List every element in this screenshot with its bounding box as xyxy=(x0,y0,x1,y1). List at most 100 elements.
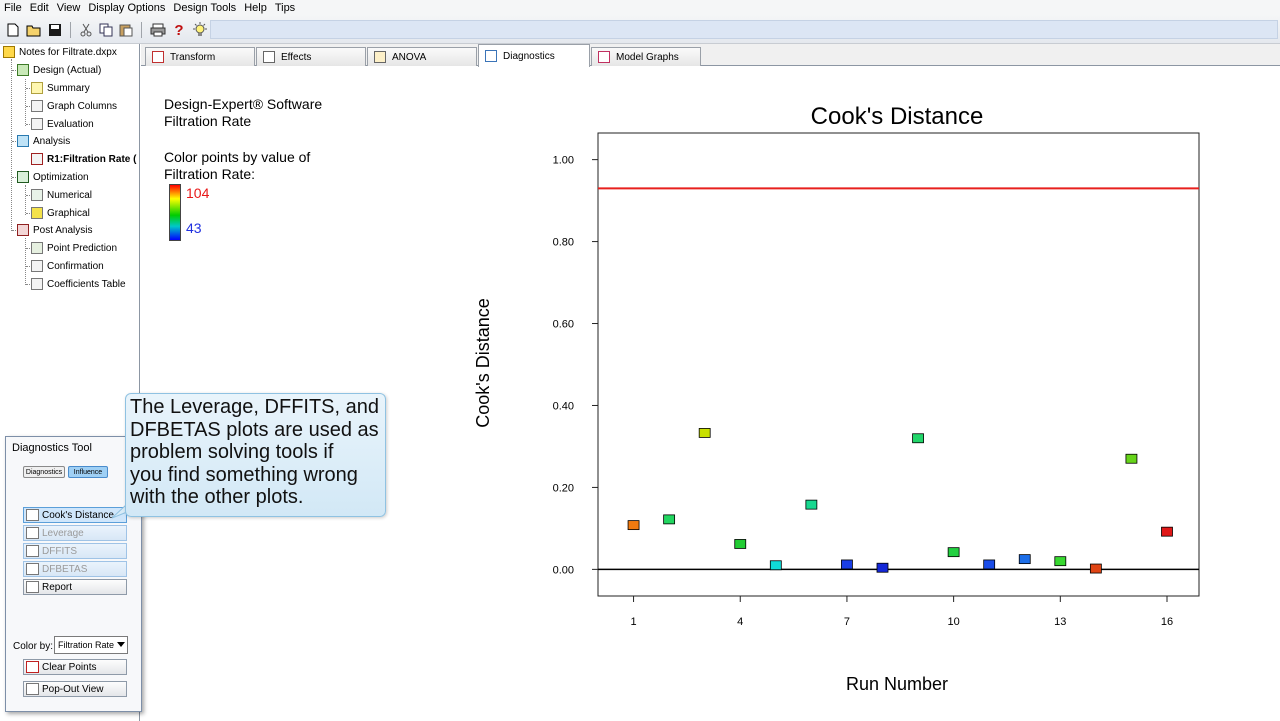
tree-item-optimization[interactable]: Optimization xyxy=(17,169,89,185)
button-label: DFFITS xyxy=(42,545,77,557)
influence-subtab[interactable]: Influence xyxy=(68,466,108,478)
menu-design-tools[interactable]: Design Tools xyxy=(173,1,237,14)
tree-item-confirmation[interactable]: Confirmation xyxy=(31,258,104,274)
data-point[interactable] xyxy=(734,539,747,549)
leverage-icon xyxy=(26,527,39,539)
tab-label: Transform xyxy=(170,51,216,63)
dffits-icon xyxy=(26,545,39,557)
tab-label: Model Graphs xyxy=(616,51,679,63)
tab-diagnostics[interactable]: Diagnostics xyxy=(478,44,590,67)
tree-item-label: Post Analysis xyxy=(33,224,93,236)
chart-title: Cook's Distance xyxy=(811,103,984,130)
tree-item-design[interactable]: Design (Actual) xyxy=(17,62,101,78)
diagnostics-tool-title: Diagnostics Tool xyxy=(12,442,92,454)
tab-transform[interactable]: Transform xyxy=(145,47,255,66)
data-point[interactable] xyxy=(841,559,853,570)
print-icon[interactable] xyxy=(150,22,166,38)
tab-effects[interactable]: Effects xyxy=(256,47,366,66)
callout-line: with the other plots. xyxy=(130,486,304,508)
cut-icon[interactable] xyxy=(79,22,93,38)
button-label: Report xyxy=(42,581,73,593)
data-point[interactable] xyxy=(769,560,782,571)
data-point[interactable] xyxy=(876,562,889,573)
report-button[interactable]: Report xyxy=(23,579,127,595)
data-point[interactable] xyxy=(1161,526,1173,537)
optimization-icon xyxy=(17,171,29,183)
tree-item-label: Design (Actual) xyxy=(33,64,102,76)
coefficients-table-icon xyxy=(31,278,43,290)
menu-tips[interactable]: Tips xyxy=(274,1,296,14)
data-point[interactable] xyxy=(1054,556,1067,567)
dfbetas-icon xyxy=(26,563,39,575)
color-scale-max: 104 xyxy=(186,185,210,201)
tree-item-numerical[interactable]: Numerical xyxy=(31,187,92,203)
tree-item-label: Summary xyxy=(47,82,90,94)
tree-item-label: Confirmation xyxy=(47,260,104,272)
x-tick-label: 13 xyxy=(1054,616,1066,628)
data-point[interactable] xyxy=(663,514,676,525)
help-icon[interactable]: ? xyxy=(174,21,184,39)
callout-line: problem solving tools if xyxy=(130,441,334,463)
menu-bar: File Edit View Display Options Design To… xyxy=(0,0,1280,15)
button-label: Clear Points xyxy=(42,661,97,673)
copy-icon[interactable] xyxy=(99,22,113,38)
tips-lightbulb-icon[interactable] xyxy=(192,22,208,38)
data-point[interactable] xyxy=(698,428,711,438)
x-tick-label: 7 xyxy=(844,616,850,628)
color-by-value: Filtration Rate xyxy=(58,640,115,650)
x-tick-label: 10 xyxy=(947,616,959,628)
callout-line: DFBETAS plots are used as xyxy=(130,418,379,441)
tree-root[interactable]: Notes for Filtrate.dxpx xyxy=(3,44,117,60)
tab-model-graphs[interactable]: Model Graphs xyxy=(591,47,701,66)
tree-item-label: Optimization xyxy=(33,171,89,183)
new-file-icon[interactable] xyxy=(6,22,20,38)
tree-item-post-analysis[interactable]: Post Analysis xyxy=(17,222,92,238)
callout-line: The Leverage, DFFITS, and xyxy=(130,396,380,418)
data-point[interactable] xyxy=(912,433,924,444)
software-title: Design-Expert® Software xyxy=(164,96,323,112)
dffits-button[interactable]: DFFITS xyxy=(23,543,127,559)
data-point[interactable] xyxy=(1018,554,1031,565)
tree-item-graph-columns[interactable]: Graph Columns xyxy=(31,98,117,114)
point-prediction-icon xyxy=(31,242,43,254)
tree-item-summary[interactable]: Summary xyxy=(31,80,90,96)
button-label: Pop-Out View xyxy=(42,683,104,695)
paste-icon[interactable] xyxy=(119,22,133,38)
menu-edit[interactable]: Edit xyxy=(29,1,49,14)
data-point[interactable] xyxy=(1125,453,1138,464)
leverage-button[interactable]: Leverage xyxy=(23,525,127,541)
diagnostics-subtab[interactable]: Diagnostics xyxy=(23,466,65,478)
data-point[interactable] xyxy=(983,559,996,570)
menu-help[interactable]: Help xyxy=(244,1,267,14)
menu-view[interactable]: View xyxy=(56,1,81,14)
dfbetas-button[interactable]: DFBETAS xyxy=(23,561,127,577)
tree-item-point-prediction[interactable]: Point Prediction xyxy=(31,240,117,256)
clear-points-button[interactable]: Clear Points xyxy=(23,659,127,675)
open-folder-icon[interactable] xyxy=(26,22,42,38)
tree-item-graphical[interactable]: Graphical xyxy=(31,205,90,221)
menu-display-options[interactable]: Display Options xyxy=(88,1,166,14)
data-point[interactable] xyxy=(1089,563,1102,574)
color-by-select[interactable]: Filtration Rate xyxy=(54,636,128,654)
tree-item-label: Graphical xyxy=(47,207,90,219)
design-table-icon xyxy=(17,64,29,76)
tree-item-evaluation[interactable]: Evaluation xyxy=(31,116,94,132)
save-icon[interactable] xyxy=(48,22,62,38)
tree-item-r1-filtration-rate[interactable]: R1:Filtration Rate ( xyxy=(31,151,136,167)
cooks-distance-button[interactable]: Cook's Distance xyxy=(23,507,127,523)
menu-file[interactable]: File xyxy=(4,1,22,14)
data-point[interactable] xyxy=(805,499,818,510)
data-point[interactable] xyxy=(627,520,640,531)
tree-item-analysis[interactable]: Analysis xyxy=(17,133,70,149)
tab-anova[interactable]: ANOVA xyxy=(367,47,477,66)
y-tick-label: 1.00 xyxy=(553,155,574,167)
color-legend-response: Filtration Rate: xyxy=(164,166,256,182)
pop-out-view-icon xyxy=(26,683,39,695)
plot-frame xyxy=(597,132,1200,597)
toolbar-filler xyxy=(210,20,1278,39)
pop-out-view-button[interactable]: Pop-Out View xyxy=(23,681,127,697)
data-point[interactable] xyxy=(947,547,960,558)
button-label: Cook's Distance xyxy=(42,509,114,521)
tree-item-coefficients-table[interactable]: Coefficients Table xyxy=(31,276,126,292)
anova-icon xyxy=(374,51,386,63)
